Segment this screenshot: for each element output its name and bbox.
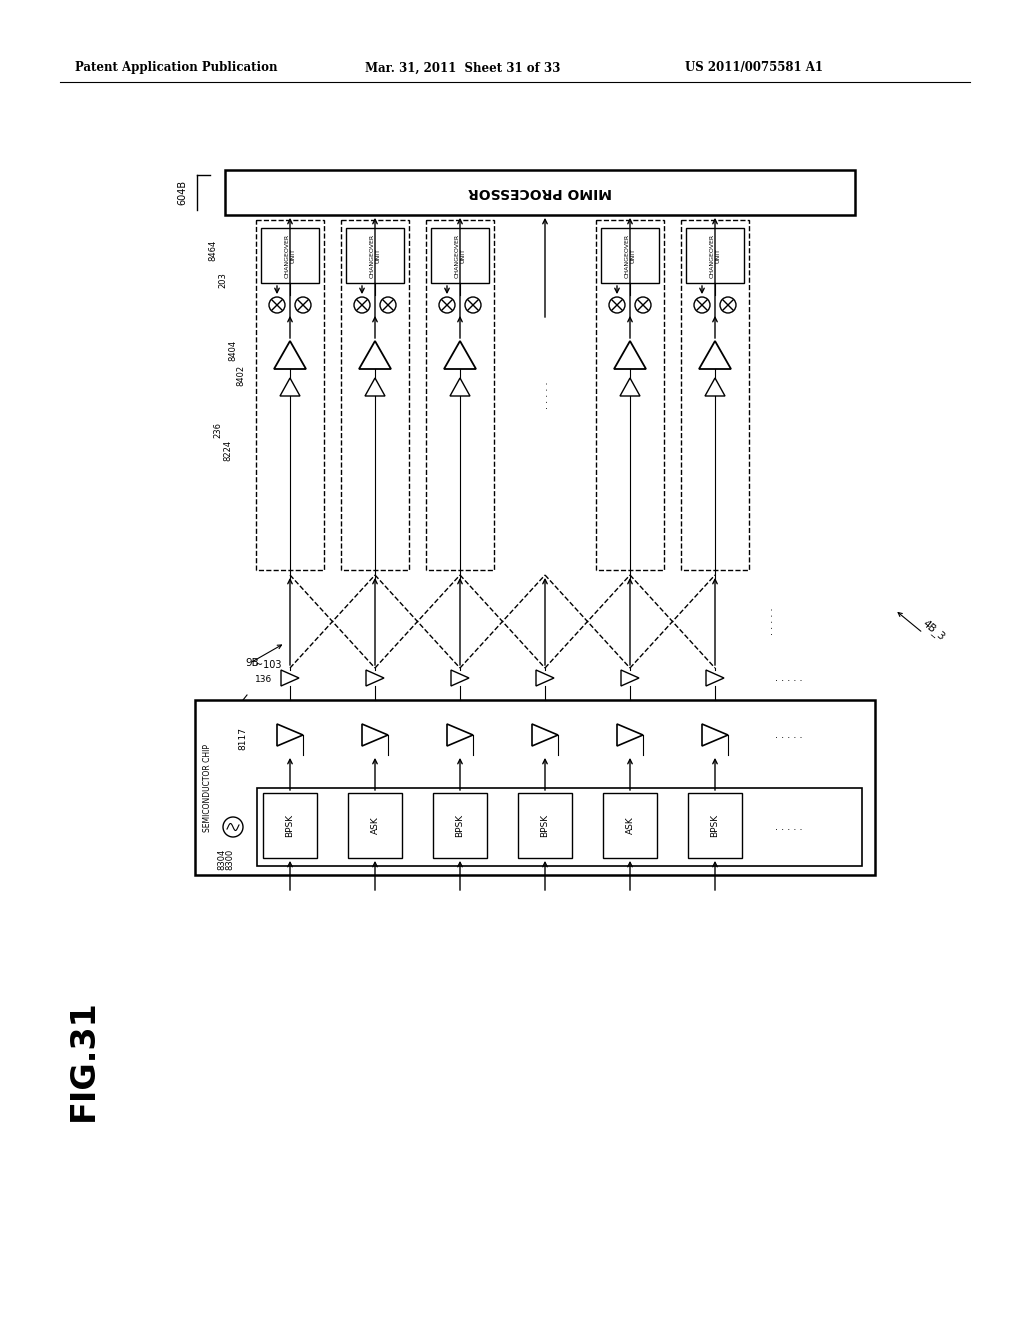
Bar xyxy=(603,793,657,858)
Text: . . . . .: . . . . . xyxy=(775,822,803,832)
Bar xyxy=(225,170,855,215)
Text: CHANGEOVER
UNIT: CHANGEOVER UNIT xyxy=(285,234,295,277)
Text: US 2011/0075581 A1: US 2011/0075581 A1 xyxy=(685,62,823,74)
Text: FIG.31: FIG.31 xyxy=(67,999,99,1121)
Text: . . . . .: . . . . . xyxy=(775,730,803,741)
Text: 8304: 8304 xyxy=(217,849,226,870)
Bar xyxy=(426,220,494,570)
Bar xyxy=(348,793,402,858)
Bar xyxy=(257,788,862,866)
Text: ~103: ~103 xyxy=(255,660,282,671)
Bar xyxy=(263,793,317,858)
Bar xyxy=(346,228,404,282)
Text: 8404: 8404 xyxy=(228,339,238,360)
Text: 8300: 8300 xyxy=(225,849,234,870)
Text: . . . . .: . . . . . xyxy=(765,607,775,635)
Text: CHANGEOVER
UNIT: CHANGEOVER UNIT xyxy=(625,234,635,277)
Text: . . . . .: . . . . . xyxy=(540,381,550,409)
Text: 8402: 8402 xyxy=(237,364,246,385)
Text: SEMICONDUCTOR CHIP: SEMICONDUCTOR CHIP xyxy=(203,743,212,832)
Text: CHANGEOVER
UNIT: CHANGEOVER UNIT xyxy=(710,234,720,277)
Bar xyxy=(261,228,319,282)
Bar xyxy=(518,793,572,858)
Bar xyxy=(601,228,659,282)
Text: 4B_3: 4B_3 xyxy=(920,618,946,643)
Text: 9B: 9B xyxy=(245,657,259,668)
Text: . . . . .: . . . . . xyxy=(775,673,803,682)
Text: 236: 236 xyxy=(213,422,222,438)
Text: BPSK: BPSK xyxy=(711,814,720,837)
Text: BPSK: BPSK xyxy=(286,814,295,837)
Bar xyxy=(256,220,324,570)
Text: BPSK: BPSK xyxy=(541,814,550,837)
Text: 8117: 8117 xyxy=(238,726,247,750)
Text: BPSK: BPSK xyxy=(456,814,465,837)
Bar xyxy=(688,793,742,858)
Bar xyxy=(686,228,744,282)
Bar xyxy=(433,793,487,858)
Bar xyxy=(341,220,409,570)
Text: ASK: ASK xyxy=(371,817,380,834)
Bar xyxy=(596,220,664,570)
Text: 604B: 604B xyxy=(177,180,187,205)
Text: 136: 136 xyxy=(255,676,272,685)
Text: Patent Application Publication: Patent Application Publication xyxy=(75,62,278,74)
Text: Mar. 31, 2011  Sheet 31 of 33: Mar. 31, 2011 Sheet 31 of 33 xyxy=(365,62,560,74)
Text: ASK: ASK xyxy=(626,817,635,834)
Bar xyxy=(681,220,749,570)
Text: MIMO PROCESSOR: MIMO PROCESSOR xyxy=(468,186,612,199)
Text: CHANGEOVER
UNIT: CHANGEOVER UNIT xyxy=(370,234,380,277)
Text: CHANGEOVER
UNIT: CHANGEOVER UNIT xyxy=(455,234,465,277)
Bar xyxy=(195,700,874,875)
Text: 203: 203 xyxy=(218,272,227,288)
Text: 8224: 8224 xyxy=(223,440,232,461)
Text: 8464: 8464 xyxy=(209,239,217,260)
Bar xyxy=(431,228,489,282)
